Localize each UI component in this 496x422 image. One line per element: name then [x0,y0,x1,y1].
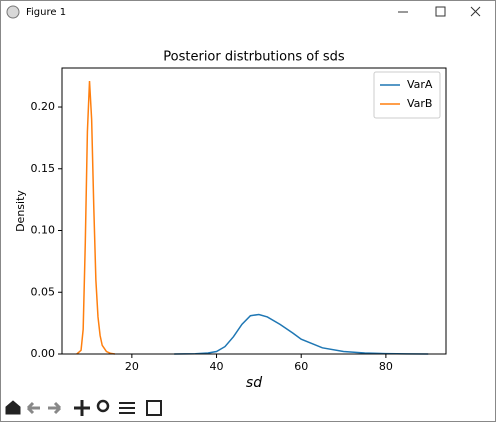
y-tick-label: 0.20 [31,100,56,113]
window-title: Figure 1 [26,7,66,18]
y-axis-label: Density [14,190,27,232]
x-axis-label: sd [246,375,262,391]
toolbar [5,399,162,416]
line [76,81,116,355]
zoom-button[interactable] [96,399,110,413]
chart-title: Posterior distrbutions of sds [163,50,345,65]
y-tick-label: 0.10 [31,224,56,237]
legend-label: VarA [407,78,433,91]
x-tick-label: 80 [379,360,393,373]
save-button[interactable] [146,400,162,416]
configure-button[interactable] [119,402,135,414]
app-icon [6,5,20,19]
legend-box [373,71,441,119]
x-tick-label: 20 [125,360,139,373]
legend-label: VarB [407,97,432,110]
axes-frame [61,67,447,355]
forward-button[interactable] [48,401,62,415]
y-tick-label: 0.00 [31,347,56,360]
maximize-button[interactable] [435,6,446,17]
line [174,313,429,355]
y-tick-label: 0.15 [31,162,56,175]
x-tick-label: 40 [210,360,224,373]
pan-button[interactable] [74,400,90,416]
x-tick-label: 60 [294,360,308,373]
home-button[interactable] [5,400,21,415]
close-button[interactable] [470,6,481,17]
back-button[interactable] [26,401,40,415]
y-tick-label: 0.05 [31,285,56,298]
